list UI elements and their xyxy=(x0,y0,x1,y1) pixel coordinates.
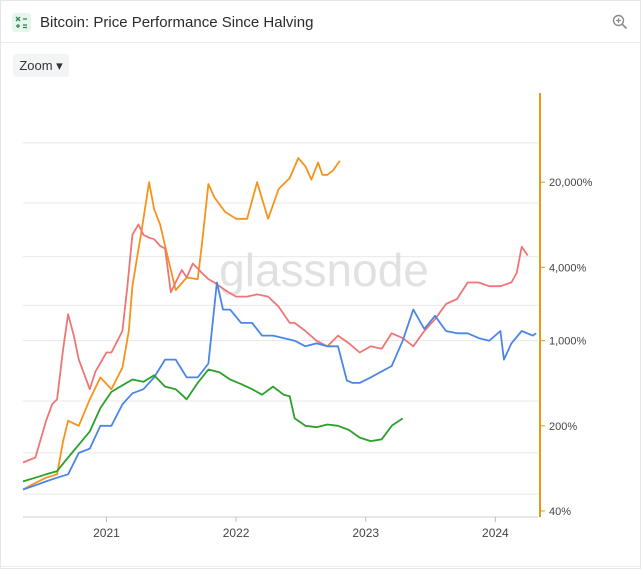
zoom-dropdown-button[interactable]: Zoom ▾ xyxy=(13,54,69,77)
chart-header: Bitcoin: Price Performance Since Halving xyxy=(1,1,640,43)
y-tick-label: 40% xyxy=(549,506,571,518)
card-footer-divider xyxy=(1,566,640,567)
y-tick-label: 4,000% xyxy=(549,262,587,274)
x-tick-label: 2023 xyxy=(352,526,379,540)
y-tick-label: 1,000% xyxy=(549,336,587,348)
chart-title: Bitcoin: Price Performance Since Halving xyxy=(40,14,314,31)
y-tick-label: 200% xyxy=(549,421,577,433)
chart-plot: glassnode 40% 200% 1,000% 4,000% 20,000% 202… xyxy=(22,93,593,540)
x-tick-label: 2021 xyxy=(93,526,120,540)
y-axis-ticks: 40% 200% 1,000% 4,000% 20,000% xyxy=(540,177,593,518)
calculator-icon xyxy=(12,13,31,32)
x-tick-label: 2024 xyxy=(482,526,509,540)
series-line-2 xyxy=(22,281,537,491)
y-tick-label: 20,000% xyxy=(549,177,593,189)
watermark: glassnode xyxy=(219,244,429,296)
zoom-in-icon[interactable] xyxy=(612,14,628,30)
x-tick-label: 2022 xyxy=(223,526,250,540)
x-axis-ticks: 2021 2022 2023 2024 xyxy=(93,517,509,540)
grid-lines xyxy=(23,142,538,518)
series-line-3 xyxy=(22,368,404,483)
series-line-1 xyxy=(22,223,529,464)
series-lines xyxy=(22,157,537,491)
